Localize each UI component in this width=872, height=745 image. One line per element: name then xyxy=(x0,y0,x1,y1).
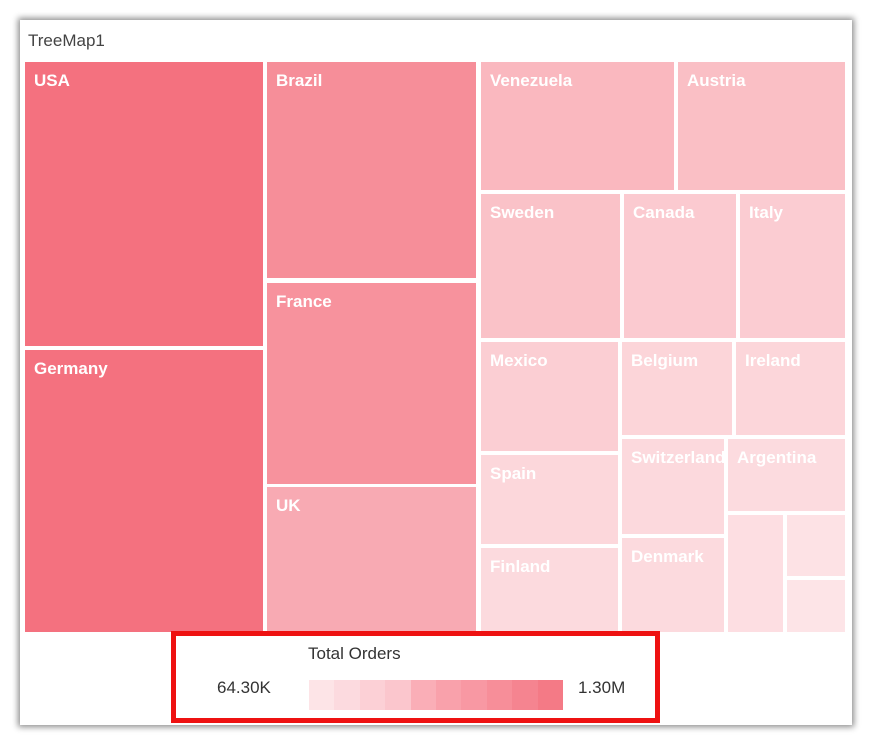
legend-color-step xyxy=(436,680,462,710)
treemap-tile-usa[interactable]: USA xyxy=(25,62,263,346)
treemap-tile-label: Brazil xyxy=(276,71,323,90)
treemap-tile[interactable] xyxy=(728,515,783,632)
treemap-tile-label: Venezuela xyxy=(490,71,573,90)
treemap-tile-mexico[interactable]: Mexico xyxy=(481,342,618,451)
treemap-tile-label: Finland xyxy=(490,557,551,576)
treemap-tile-sweden[interactable]: Sweden xyxy=(481,194,620,338)
treemap-tile-belgium[interactable]: Belgium xyxy=(622,342,732,435)
legend-color-step xyxy=(359,680,386,710)
legend-color-step xyxy=(309,680,335,710)
treemap-tile-switzerland[interactable]: Switzerland xyxy=(622,439,724,534)
treemap-tile-ireland[interactable]: Ireland xyxy=(736,342,845,435)
legend-color-step xyxy=(486,680,513,710)
legend-min-label: 64.30K xyxy=(217,678,271,697)
treemap-tile-label: Spain xyxy=(490,464,537,483)
treemap-tile-label: Sweden xyxy=(490,203,555,222)
treemap-tile-label: UK xyxy=(276,496,301,515)
treemap-visual: TreeMap1 USA Germany Brazil France UK Venezue… xyxy=(20,20,852,725)
visual-title: TreeMap1 xyxy=(28,31,105,50)
legend-color-step xyxy=(512,680,538,710)
legend-highlight-box xyxy=(171,631,660,723)
treemap-tile-label: Canada xyxy=(633,203,695,222)
treemap-tile-italy[interactable]: Italy xyxy=(740,194,845,338)
legend-color-step xyxy=(334,680,360,710)
legend-color-step xyxy=(537,680,564,710)
treemap-tile-austria[interactable]: Austria xyxy=(678,62,845,190)
treemap-tile-uk[interactable]: UK xyxy=(267,487,476,632)
treemap-tile-label: Italy xyxy=(749,203,784,222)
treemap-tile-label: USA xyxy=(34,71,70,90)
treemap-tile-france[interactable]: France xyxy=(267,283,476,484)
treemap-tile-label: France xyxy=(276,292,332,311)
treemap-tile-brazil[interactable]: Brazil xyxy=(267,62,476,278)
treemap-tile-label: Mexico xyxy=(490,351,548,370)
treemap-tile-label: Switzerland xyxy=(631,448,724,467)
treemap-area: USA Germany Brazil France UK Venezuela Austria… xyxy=(20,20,852,725)
treemap-tile-argentina[interactable]: Argentina xyxy=(728,439,845,511)
legend-color-step xyxy=(385,680,411,710)
treemap-tile-label: Argentina xyxy=(737,448,817,467)
treemap-tile[interactable] xyxy=(787,580,845,632)
legend-color-step xyxy=(461,680,487,710)
treemap-tile-denmark[interactable]: Denmark xyxy=(622,538,724,632)
legend-color-scale xyxy=(309,680,564,710)
treemap-tile-label: Austria xyxy=(687,71,746,90)
treemap-tile-label: Belgium xyxy=(631,351,699,370)
legend-title: Total Orders xyxy=(308,644,401,663)
treemap-tile-label: Ireland xyxy=(745,351,801,370)
legend-color-step xyxy=(410,680,437,710)
treemap-tile-spain[interactable]: Spain xyxy=(481,455,618,544)
treemap-tile-canada[interactable]: Canada xyxy=(624,194,736,338)
treemap-tile-germany[interactable]: Germany xyxy=(25,350,263,632)
treemap-tile-label: Germany xyxy=(34,359,108,378)
treemap-tile[interactable] xyxy=(787,515,845,576)
treemap-tile-finland[interactable]: Finland xyxy=(481,548,618,632)
treemap-tile-venezuela[interactable]: Venezuela xyxy=(481,62,674,190)
treemap-tile-label: Denmark xyxy=(631,547,704,566)
legend-max-label: 1.30M xyxy=(578,678,626,697)
